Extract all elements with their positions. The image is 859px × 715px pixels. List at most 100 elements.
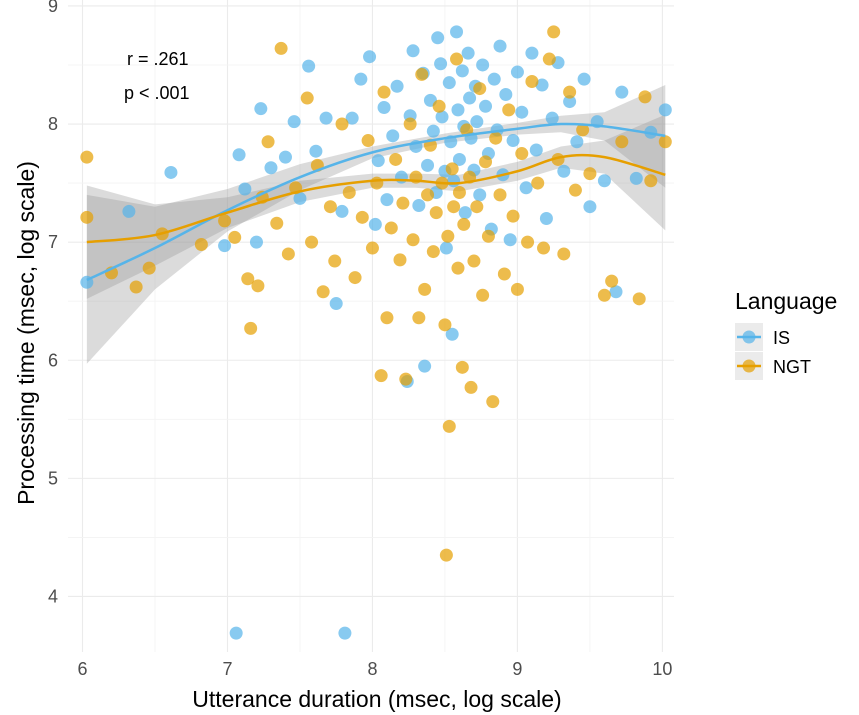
point-is <box>439 241 453 255</box>
point-is <box>354 72 368 86</box>
point-is <box>450 25 464 39</box>
x-axis-title: Utterance duration (msec, log scale) <box>192 686 561 712</box>
point-is <box>609 285 623 299</box>
point-ngt <box>450 52 464 66</box>
point-ngt <box>194 238 208 251</box>
annotation-r: r = .261 <box>127 49 189 69</box>
point-ngt <box>481 229 495 243</box>
point-is <box>371 154 385 168</box>
point-is <box>519 181 533 195</box>
point-is <box>658 103 672 117</box>
point-ngt <box>658 135 672 149</box>
point-is <box>615 85 629 99</box>
point-is <box>229 626 243 640</box>
annotation-p: p < .001 <box>124 83 190 103</box>
legend-item-is: IS <box>735 323 790 351</box>
point-ngt <box>261 135 275 149</box>
point-is <box>451 103 465 117</box>
point-ngt <box>396 196 410 210</box>
point-ngt <box>547 25 561 39</box>
point-ngt <box>418 282 432 296</box>
point-ngt <box>328 254 342 268</box>
y-tick-label-4: 4 <box>48 586 58 606</box>
point-is <box>515 105 529 119</box>
point-ngt <box>355 210 369 224</box>
point-is <box>529 143 543 157</box>
point-is <box>629 171 643 185</box>
point-is <box>293 191 307 205</box>
point-ngt <box>568 183 582 197</box>
point-ngt <box>470 200 484 214</box>
point-ngt <box>439 548 453 562</box>
point-ngt <box>464 380 478 394</box>
point-ngt <box>537 241 551 255</box>
point-ngt <box>583 167 597 181</box>
point-is <box>287 115 301 129</box>
point-is <box>412 199 426 213</box>
point-ngt <box>605 274 619 288</box>
point-is <box>338 626 352 640</box>
point-is <box>557 164 571 178</box>
legend: Language IS NGT <box>735 288 837 380</box>
point-ngt <box>251 279 265 293</box>
point-ngt <box>406 233 420 247</box>
point-is <box>539 212 553 226</box>
y-tick-label-8: 8 <box>48 114 58 134</box>
point-ngt <box>377 85 391 99</box>
point-is <box>319 111 333 125</box>
point-ngt <box>515 147 529 161</box>
point-is <box>503 233 517 247</box>
x-tick-label-9: 9 <box>512 659 522 679</box>
point-ngt <box>506 209 520 223</box>
trend-line-is <box>86 122 666 282</box>
point-is <box>447 174 461 188</box>
point-ngt <box>80 150 94 164</box>
point-is <box>493 39 507 53</box>
y-tick-label-7: 7 <box>48 232 58 252</box>
point-ngt <box>447 200 461 214</box>
point-ngt <box>393 253 407 267</box>
point-ngt <box>348 271 362 285</box>
point-ngt <box>365 241 379 255</box>
point-is <box>570 135 584 149</box>
point-is <box>386 129 400 143</box>
point-is <box>238 182 252 196</box>
point-is <box>345 111 359 125</box>
point-ngt <box>493 188 507 202</box>
point-ngt <box>467 254 481 268</box>
point-ngt <box>241 272 255 286</box>
point-is <box>510 65 524 79</box>
point-ngt <box>542 52 556 66</box>
y-tick-label-5: 5 <box>48 468 58 488</box>
point-ngt <box>305 235 319 249</box>
data-points <box>80 25 672 640</box>
point-ngt <box>521 235 535 249</box>
point-is <box>164 165 178 179</box>
point-ngt <box>80 210 94 224</box>
point-ngt <box>432 99 446 113</box>
point-ngt <box>244 321 258 335</box>
point-ngt <box>479 155 493 169</box>
point-is <box>329 297 343 311</box>
point-is <box>426 124 440 138</box>
point-is <box>461 46 475 60</box>
point-ngt <box>218 214 232 228</box>
point-ngt <box>557 247 571 261</box>
point-is <box>487 72 501 86</box>
point-ngt <box>438 318 452 332</box>
legend-label-is: IS <box>773 328 790 348</box>
point-is <box>506 134 520 148</box>
point-ngt <box>316 285 330 299</box>
point-is <box>563 95 577 109</box>
point-is <box>406 44 420 58</box>
point-is <box>377 100 391 114</box>
point-ngt <box>403 117 417 131</box>
point-ngt <box>384 221 398 235</box>
point-ngt <box>632 292 646 306</box>
point-is <box>421 158 435 172</box>
point-ngt <box>576 123 590 137</box>
point-is <box>232 148 246 162</box>
point-is <box>452 152 466 166</box>
series-ngt-points <box>80 25 672 562</box>
point-ngt <box>323 200 337 214</box>
